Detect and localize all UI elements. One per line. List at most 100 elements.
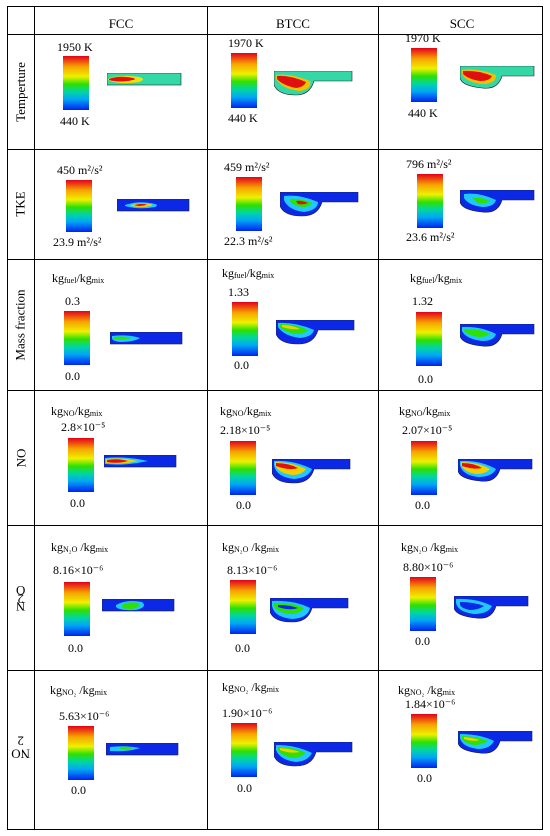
max-value: 1.90×10⁻⁶ [222, 706, 273, 720]
max-value: 8.16×10⁻⁶ [53, 563, 104, 577]
max-value: 2.07×10⁻⁵ [402, 423, 453, 437]
row-label-no2: NO2 [11, 733, 31, 762]
color-scale-bar [411, 714, 437, 768]
unit-label: kgN₂O /kgmix [51, 540, 109, 554]
max-value: 1970 K [405, 31, 441, 45]
btcc-temperature-contour [274, 71, 353, 96]
results-table: FCC BTCC SCC Temperture TKE Mass fractio… [7, 6, 543, 830]
min-value: 0.0 [417, 771, 432, 785]
row-label-n2o: N2O [16, 582, 26, 614]
min-value: 23.6 m²/s² [406, 230, 455, 244]
scc-no2-contour [458, 731, 533, 754]
color-scale-bar [417, 174, 443, 228]
row-divider [8, 390, 542, 391]
column-header-scc: SCC [449, 16, 475, 31]
row-divider [8, 34, 542, 35]
max-value: 8.13×10⁻⁶ [227, 563, 278, 577]
row-divider [8, 670, 542, 671]
min-value: 0.0 [236, 498, 251, 512]
min-value: 0.0 [68, 641, 83, 655]
row-divider [8, 525, 542, 526]
unit-label: kgNO/kgmix [399, 404, 451, 418]
row-label-no: NO [13, 448, 28, 467]
unit-label: kgN₂O /kgmix [401, 540, 459, 554]
color-scale-bar [232, 302, 258, 356]
scc-temperature-contour [460, 66, 535, 89]
color-scale-bar [230, 580, 256, 634]
max-value: 796 m²/s² [406, 157, 452, 171]
min-value: 440 K [408, 106, 438, 120]
column-divider [378, 7, 379, 829]
min-value: 440 K [228, 111, 258, 125]
btcc-n2o-contour [270, 598, 349, 623]
min-value: 0.0 [415, 498, 430, 512]
row-label-mass-fraction: Mass fraction [13, 288, 28, 361]
color-scale-bar [63, 56, 89, 110]
min-value: 22.3 m²/s² [224, 234, 273, 248]
color-scale-bar [410, 577, 436, 631]
scc-no-contour [458, 459, 533, 482]
fcc-mass-fraction-contour [110, 332, 183, 345]
unit-label: kgNO₂ /kgmix [398, 683, 456, 697]
unit-label: kgNO/kgmix [51, 404, 103, 418]
column-divider [34, 7, 35, 829]
max-value: 2.18×10⁻⁵ [220, 423, 271, 437]
row-divider [8, 259, 542, 260]
min-value: 0.0 [65, 369, 80, 383]
max-value: 0.3 [65, 294, 80, 308]
max-value: 1970 K [228, 36, 264, 50]
btcc-tke-contour [280, 192, 359, 217]
min-value: 0.0 [71, 783, 86, 797]
row-label-tke: TKE [13, 191, 28, 217]
unit-label: kgNO₂ /kgmix [222, 680, 280, 694]
fcc-n2o-contour [102, 599, 175, 612]
unit-label: kgNO₂ /kgmix [50, 683, 108, 697]
fcc-no-contour [104, 455, 177, 468]
max-value: 1.32 [412, 294, 433, 308]
max-value: 459 m²/s² [224, 160, 270, 174]
color-scale-bar [230, 441, 256, 495]
column-header-fcc: FCC [108, 16, 134, 31]
min-value: 0.0 [415, 634, 430, 648]
unit-label: kgfuel/kgmix [410, 271, 463, 285]
color-scale-bar [66, 180, 92, 232]
min-value: 23.9 m²/s² [53, 235, 102, 249]
max-value: 1.84×10⁻⁶ [405, 697, 456, 711]
color-scale-bar [64, 582, 90, 636]
scc-n2o-contour [454, 596, 529, 619]
btcc-no-contour [272, 459, 351, 484]
unit-label: kgN₂O /kgmix [222, 540, 280, 554]
max-value: 8.80×10⁻⁶ [403, 560, 454, 574]
color-scale-bar [68, 438, 94, 492]
min-value: 0.0 [234, 358, 249, 372]
btcc-no2-contour [274, 742, 353, 767]
color-scale-bar [64, 311, 90, 365]
color-scale-bar [68, 726, 94, 780]
unit-label: kgNO/kgmix [220, 404, 272, 418]
max-value: 1950 K [57, 40, 93, 54]
btcc-mass-fraction-contour [276, 320, 355, 345]
fcc-tke-contour [117, 199, 190, 212]
column-divider [207, 7, 208, 829]
row-label-temperature: Temperture [13, 61, 29, 122]
min-value: 0.0 [237, 781, 252, 795]
max-value: 2.8×10⁻⁵ [61, 420, 106, 434]
min-value: 0.0 [70, 496, 85, 510]
max-value: 450 m²/s² [57, 163, 103, 177]
row-divider [8, 149, 542, 150]
scc-tke-contour [460, 190, 535, 213]
column-header-btcc: BTCC [276, 16, 310, 31]
fcc-no2-contour [106, 743, 179, 756]
color-scale-bar [411, 48, 437, 102]
color-scale-bar [416, 312, 442, 366]
unit-label: kgfuel/kgmix [222, 266, 275, 280]
fcc-temperature-contour [107, 73, 182, 86]
min-value: 440 K [60, 114, 90, 128]
scc-mass-fraction-contour [460, 324, 535, 347]
min-value: 0.0 [235, 641, 250, 655]
color-scale-bar [236, 177, 262, 231]
color-scale-bar [231, 53, 257, 108]
unit-label: kgfuel/kgmix [52, 271, 105, 285]
color-scale-bar [231, 723, 257, 777]
